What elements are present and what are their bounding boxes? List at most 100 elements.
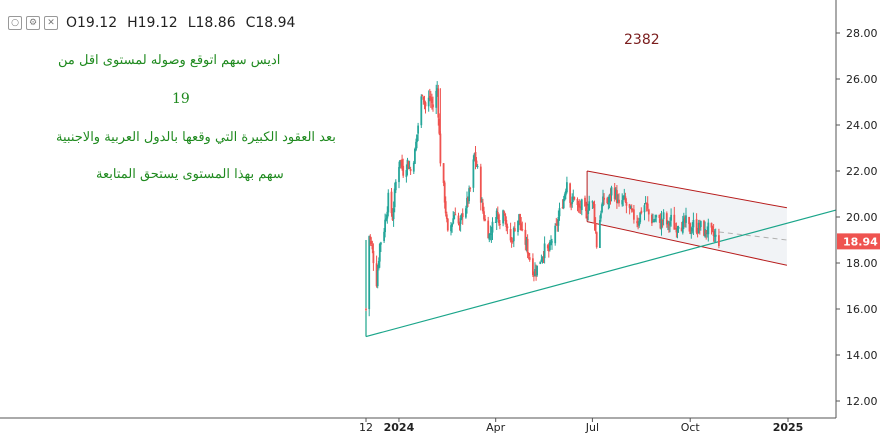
candle-body bbox=[439, 133, 442, 164]
candle-body bbox=[647, 209, 650, 215]
annotation-line-2[interactable]: 19 bbox=[172, 91, 190, 107]
candle-body bbox=[654, 218, 656, 221]
candle-body bbox=[610, 187, 613, 196]
candle-body bbox=[712, 231, 715, 236]
candle-body bbox=[407, 161, 410, 170]
candle-body bbox=[512, 228, 515, 242]
candle-body bbox=[670, 214, 672, 221]
candle-body bbox=[551, 241, 553, 243]
candle-body bbox=[385, 218, 388, 221]
channel-midline-dashed bbox=[718, 231, 787, 241]
candle-body bbox=[621, 200, 624, 205]
candle-body bbox=[380, 242, 382, 245]
candle-body bbox=[655, 215, 658, 218]
candle-body bbox=[473, 153, 476, 160]
candle-body bbox=[423, 100, 426, 102]
candle-body bbox=[593, 204, 596, 224]
candle-body bbox=[375, 263, 378, 287]
candle-body bbox=[696, 232, 699, 234]
channel-drawing[interactable] bbox=[586, 170, 788, 266]
candle-body bbox=[602, 196, 604, 206]
candle-body bbox=[623, 195, 626, 197]
candle-body bbox=[549, 241, 551, 250]
annotation-line-3[interactable]: بعد العقود الكبيرة التي وقعها بالدول الع… bbox=[56, 130, 336, 145]
candle-body bbox=[520, 223, 523, 231]
candle-body bbox=[622, 196, 625, 200]
candle-body bbox=[474, 152, 477, 162]
candle-body bbox=[707, 222, 710, 235]
candle-body bbox=[495, 210, 498, 223]
candle-body bbox=[584, 197, 586, 207]
candle-body bbox=[399, 160, 401, 166]
candle-body bbox=[487, 220, 490, 239]
candle-body bbox=[445, 214, 448, 219]
candle-body bbox=[476, 166, 479, 168]
candle-body bbox=[451, 223, 453, 227]
candle-body bbox=[637, 223, 639, 225]
candle-body bbox=[599, 220, 601, 248]
candle-body bbox=[591, 201, 594, 203]
candle-body bbox=[401, 159, 403, 167]
candle-body bbox=[496, 212, 499, 214]
channel-lower-line[interactable] bbox=[586, 221, 788, 266]
candle-body bbox=[616, 190, 618, 204]
support-trendline[interactable] bbox=[365, 209, 837, 338]
price-axis-tick-label: 14.00 bbox=[846, 349, 878, 362]
candle-body bbox=[378, 244, 381, 262]
candle-body bbox=[588, 201, 591, 211]
candle-body bbox=[377, 261, 380, 269]
price-axis-tick-label: 24.00 bbox=[846, 119, 878, 132]
candle-body bbox=[609, 193, 612, 197]
candle-body bbox=[714, 234, 717, 237]
price-axis[interactable]: 28.00 26.00 24.00 22.00 20.00 18.00 16.00 14.00… bbox=[836, 27, 878, 408]
candle-body bbox=[638, 221, 641, 226]
candle-body bbox=[558, 208, 561, 217]
candle-body bbox=[697, 222, 700, 234]
candle-body bbox=[415, 141, 417, 151]
annotation-line-1[interactable]: اديس سهم اتوقع وصوله لمستوى اقل من bbox=[58, 53, 281, 68]
candle-body bbox=[691, 228, 694, 232]
candle-body bbox=[557, 217, 560, 226]
candle-body bbox=[533, 273, 535, 276]
candle-body bbox=[665, 213, 668, 225]
candle-body bbox=[572, 196, 575, 198]
candle-body bbox=[645, 202, 648, 205]
settings-gear-icon[interactable]: ⚙ bbox=[26, 16, 40, 30]
candle-body bbox=[467, 197, 469, 202]
annotation-line-4[interactable]: سهم بهذا المستوى يستحق المتابعة bbox=[96, 167, 284, 182]
candle-body bbox=[661, 220, 664, 222]
candle-body bbox=[675, 228, 678, 233]
channel-upper-line[interactable] bbox=[587, 170, 788, 209]
candle-body bbox=[513, 228, 516, 232]
candle-body bbox=[488, 233, 491, 240]
candle-body bbox=[468, 188, 470, 202]
candle-body bbox=[630, 208, 633, 211]
price-axis-tick-label: 22.00 bbox=[846, 165, 878, 178]
candle-body bbox=[689, 223, 692, 234]
time-axis-tick-label: Oct bbox=[681, 421, 701, 434]
candle-body bbox=[547, 247, 550, 252]
candle-body bbox=[414, 148, 416, 164]
candle-body bbox=[479, 166, 482, 203]
candle-body bbox=[711, 226, 714, 231]
close-value: C18.94 bbox=[245, 15, 296, 31]
candle-body bbox=[644, 203, 647, 205]
hide-eye-icon[interactable]: ○ bbox=[8, 16, 22, 30]
candle-body bbox=[475, 160, 478, 167]
candle-body bbox=[646, 203, 649, 209]
time-axis-tick-label: 2024 bbox=[384, 421, 415, 434]
time-axis[interactable]: 12 2024 Apr Jul Oct 2025 bbox=[359, 418, 803, 434]
close-icon[interactable]: ✕ bbox=[44, 16, 58, 30]
candle-body bbox=[698, 224, 701, 228]
candle-body bbox=[614, 189, 617, 199]
candle-body bbox=[521, 229, 524, 231]
ohlc-legend: ○ ⚙ ✕ O19.12 H19.12 L18.86 C18.94 bbox=[8, 14, 301, 32]
candle-body bbox=[438, 118, 441, 134]
candle-body bbox=[608, 194, 611, 203]
candle-body bbox=[640, 210, 643, 213]
candle-body bbox=[562, 199, 565, 208]
annotation-number[interactable]: 2382 bbox=[624, 32, 660, 48]
candle-body bbox=[532, 258, 534, 276]
candle-body bbox=[658, 214, 661, 218]
